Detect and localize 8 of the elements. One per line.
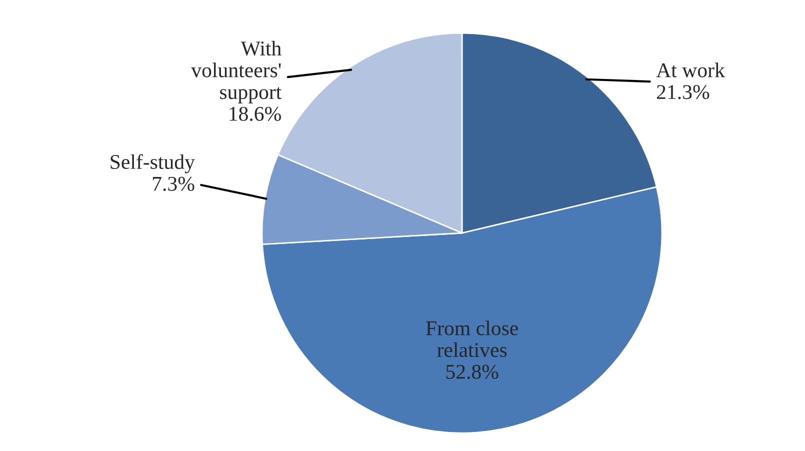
data-label: 21.3% [656, 85, 710, 100]
data-label: 7.3% [152, 176, 194, 191]
slice-label: With volunteers' support [191, 40, 282, 104]
data-label: 52.8% [446, 364, 498, 379]
slice-label: At work [656, 62, 725, 78]
slice-label: Self-study [110, 154, 195, 174]
data-label: 18.6% [230, 106, 281, 121]
slice-label: From close relatives [426, 320, 518, 358]
